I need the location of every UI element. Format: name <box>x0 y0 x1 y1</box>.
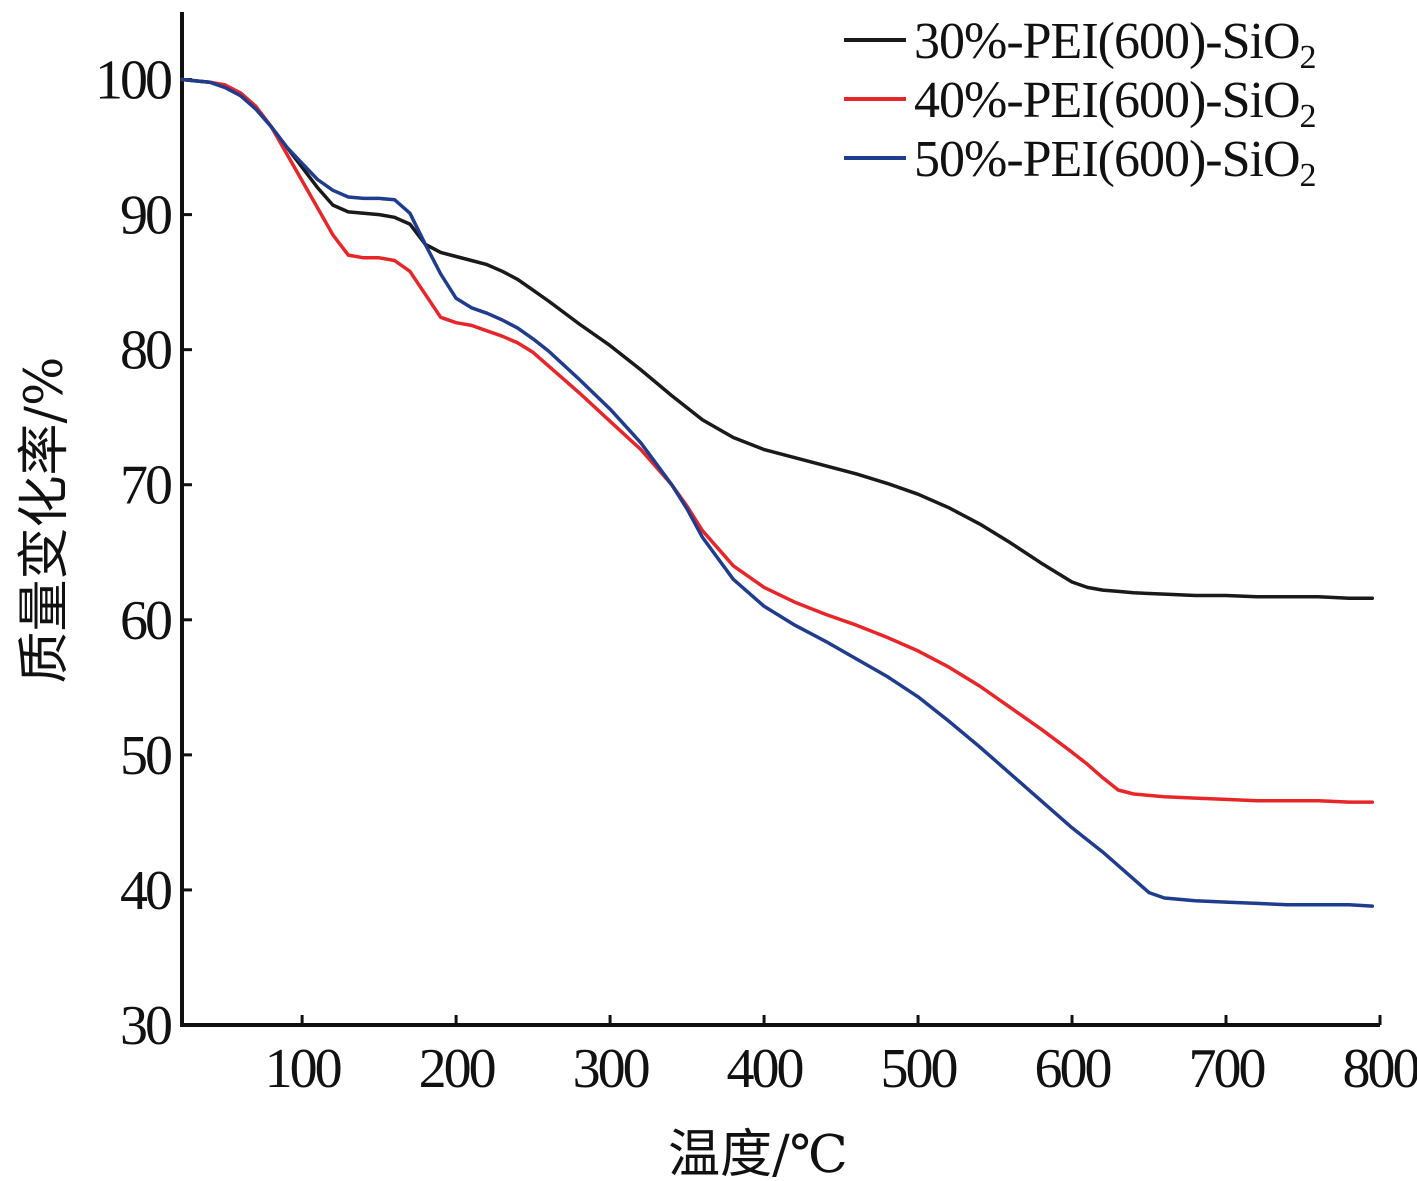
y-tick-label: 30 <box>120 995 171 1057</box>
y-tick-label: 60 <box>120 590 171 652</box>
series-lines <box>180 77 1375 908</box>
y-tick-label: 70 <box>120 455 171 517</box>
legend-label: 50%-PEI(600)-SiO2 <box>914 131 1316 194</box>
legend: 30%-PEI(600)-SiO240%-PEI(600)-SiO250%-PE… <box>844 13 1317 194</box>
y-tick-label: 80 <box>120 320 171 382</box>
x-tick-label: 200 <box>419 1038 495 1100</box>
legend-label: 30%-PEI(600)-SiO2 <box>914 13 1316 76</box>
x-tick-label: 800 <box>1343 1038 1417 1100</box>
series-line <box>180 77 1375 600</box>
x-tick-label: 500 <box>881 1038 957 1100</box>
y-axis-title: 质量变化率/% <box>15 357 75 684</box>
series-line <box>180 77 1375 908</box>
y-tick-label: 100 <box>95 50 171 112</box>
x-tick-label: 600 <box>1035 1038 1111 1100</box>
x-tick-label: 700 <box>1189 1038 1265 1100</box>
x-tick-label: 400 <box>727 1038 803 1100</box>
legend-label: 40%-PEI(600)-SiO2 <box>914 72 1316 135</box>
y-tick-label: 50 <box>120 725 171 787</box>
series-line <box>180 77 1375 804</box>
axes: 100 200 300 400 500 600 700 800 30 40 50 60 70 80 90 10… <box>95 12 1417 1100</box>
x-axis-title: 温度/℃ <box>668 1125 848 1181</box>
y-tick-label: 90 <box>120 185 171 247</box>
x-tick-label: 100 <box>265 1038 341 1100</box>
x-tick-label: 300 <box>573 1038 649 1100</box>
y-tick-label: 40 <box>120 860 171 922</box>
